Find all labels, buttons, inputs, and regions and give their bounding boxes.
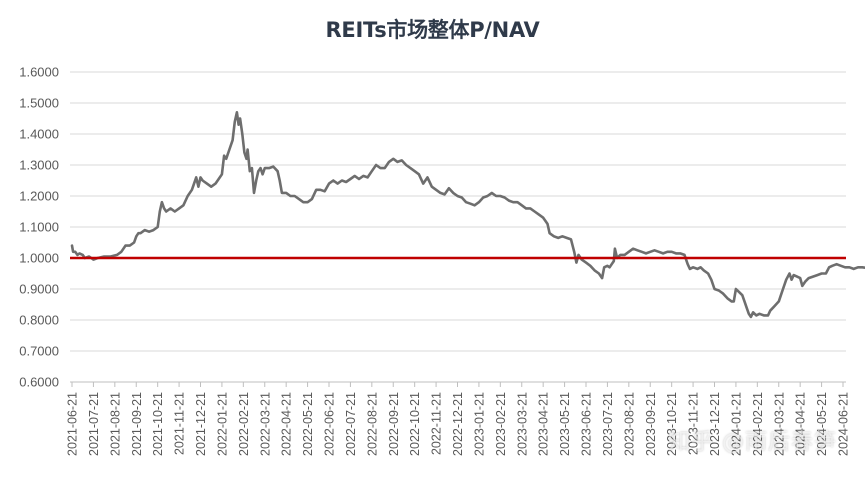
x-tick-label: 2024-04-21 <box>794 392 808 456</box>
x-tick-label: 2022-09-21 <box>387 392 401 456</box>
x-tick-label: 2022-06-21 <box>323 392 337 456</box>
y-tick-label: 1.6000 <box>19 65 59 80</box>
x-axis-tick-marks <box>71 382 844 387</box>
x-tick-label: 2022-05-21 <box>301 392 315 456</box>
x-tick-label: 2023-11-21 <box>687 392 701 455</box>
x-tick-label: 2023-06-21 <box>580 392 594 456</box>
x-tick-label: 2023-08-21 <box>622 392 636 456</box>
x-tick-label: 2023-02-21 <box>494 392 508 456</box>
x-tick-label: 2022-08-21 <box>365 392 379 456</box>
y-tick-label: 1.3000 <box>19 158 59 173</box>
gridlines <box>70 71 846 352</box>
y-tick-label: 0.8000 <box>19 313 59 328</box>
x-tick-label: 2022-10-21 <box>408 392 422 456</box>
x-tick-label: 2021-07-21 <box>87 392 101 456</box>
x-tick-label: 2022-01-21 <box>215 392 229 456</box>
x-axis-tick-labels: 2021-06-21 2021-07-21 2021-08-21 2021-09-21… <box>66 392 851 456</box>
x-tick-label: 2023-10-21 <box>665 392 679 456</box>
y-tick-label: 1.5000 <box>19 96 59 111</box>
x-tick-label: 2024-05-21 <box>815 392 829 456</box>
x-tick-label: 2022-12-21 <box>451 392 465 456</box>
x-tick-label: 2021-11-21 <box>173 392 187 455</box>
y-tick-label: 0.7000 <box>19 344 59 359</box>
x-tick-label: 2024-06-21 <box>837 392 851 456</box>
x-tick-label: 2023-05-21 <box>558 392 572 456</box>
x-tick-label: 2023-03-21 <box>515 392 529 456</box>
x-tick-label: 2023-07-21 <box>601 392 615 456</box>
y-tick-label: 0.9000 <box>19 282 59 297</box>
x-tick-label: 2024-03-21 <box>772 392 786 456</box>
x-tick-label: 2023-09-21 <box>644 392 658 456</box>
x-tick-label: 2023-04-21 <box>537 392 551 456</box>
x-tick-label: 2021-06-21 <box>66 392 80 456</box>
x-tick-label: 2024-02-21 <box>751 392 765 456</box>
x-tick-label: 2022-11-21 <box>430 392 444 455</box>
x-tick-label: 2022-07-21 <box>344 392 358 456</box>
x-tick-label: 2022-03-21 <box>258 392 272 456</box>
x-tick-label: 2022-02-21 <box>237 392 251 456</box>
y-axis-tick-labels: 1.6000 1.5000 1.4000 1.3000 1.2000 1.1000 1.00… <box>19 65 59 390</box>
x-tick-label: 2023-01-21 <box>472 392 486 456</box>
y-tick-label: 1.2000 <box>19 189 59 204</box>
y-tick-label: 1.1000 <box>19 220 59 235</box>
y-tick-label: 0.6000 <box>19 375 59 390</box>
x-tick-label: 2021-12-21 <box>194 392 208 456</box>
x-tick-label: 2021-09-21 <box>130 392 144 456</box>
x-tick-label: 2023-12-21 <box>708 392 722 456</box>
x-tick-label: 2021-10-21 <box>151 392 165 456</box>
y-tick-label: 1.4000 <box>19 127 59 142</box>
pnav-series-line <box>70 111 865 319</box>
y-tick-label: 1.0000 <box>19 251 59 266</box>
x-tick-label: 2021-08-21 <box>108 392 122 456</box>
x-tick-label: 2022-04-21 <box>280 392 294 456</box>
chart-title: REITs市场整体P/NAV <box>325 18 540 42</box>
x-tick-label: 2024-01-21 <box>729 392 743 456</box>
